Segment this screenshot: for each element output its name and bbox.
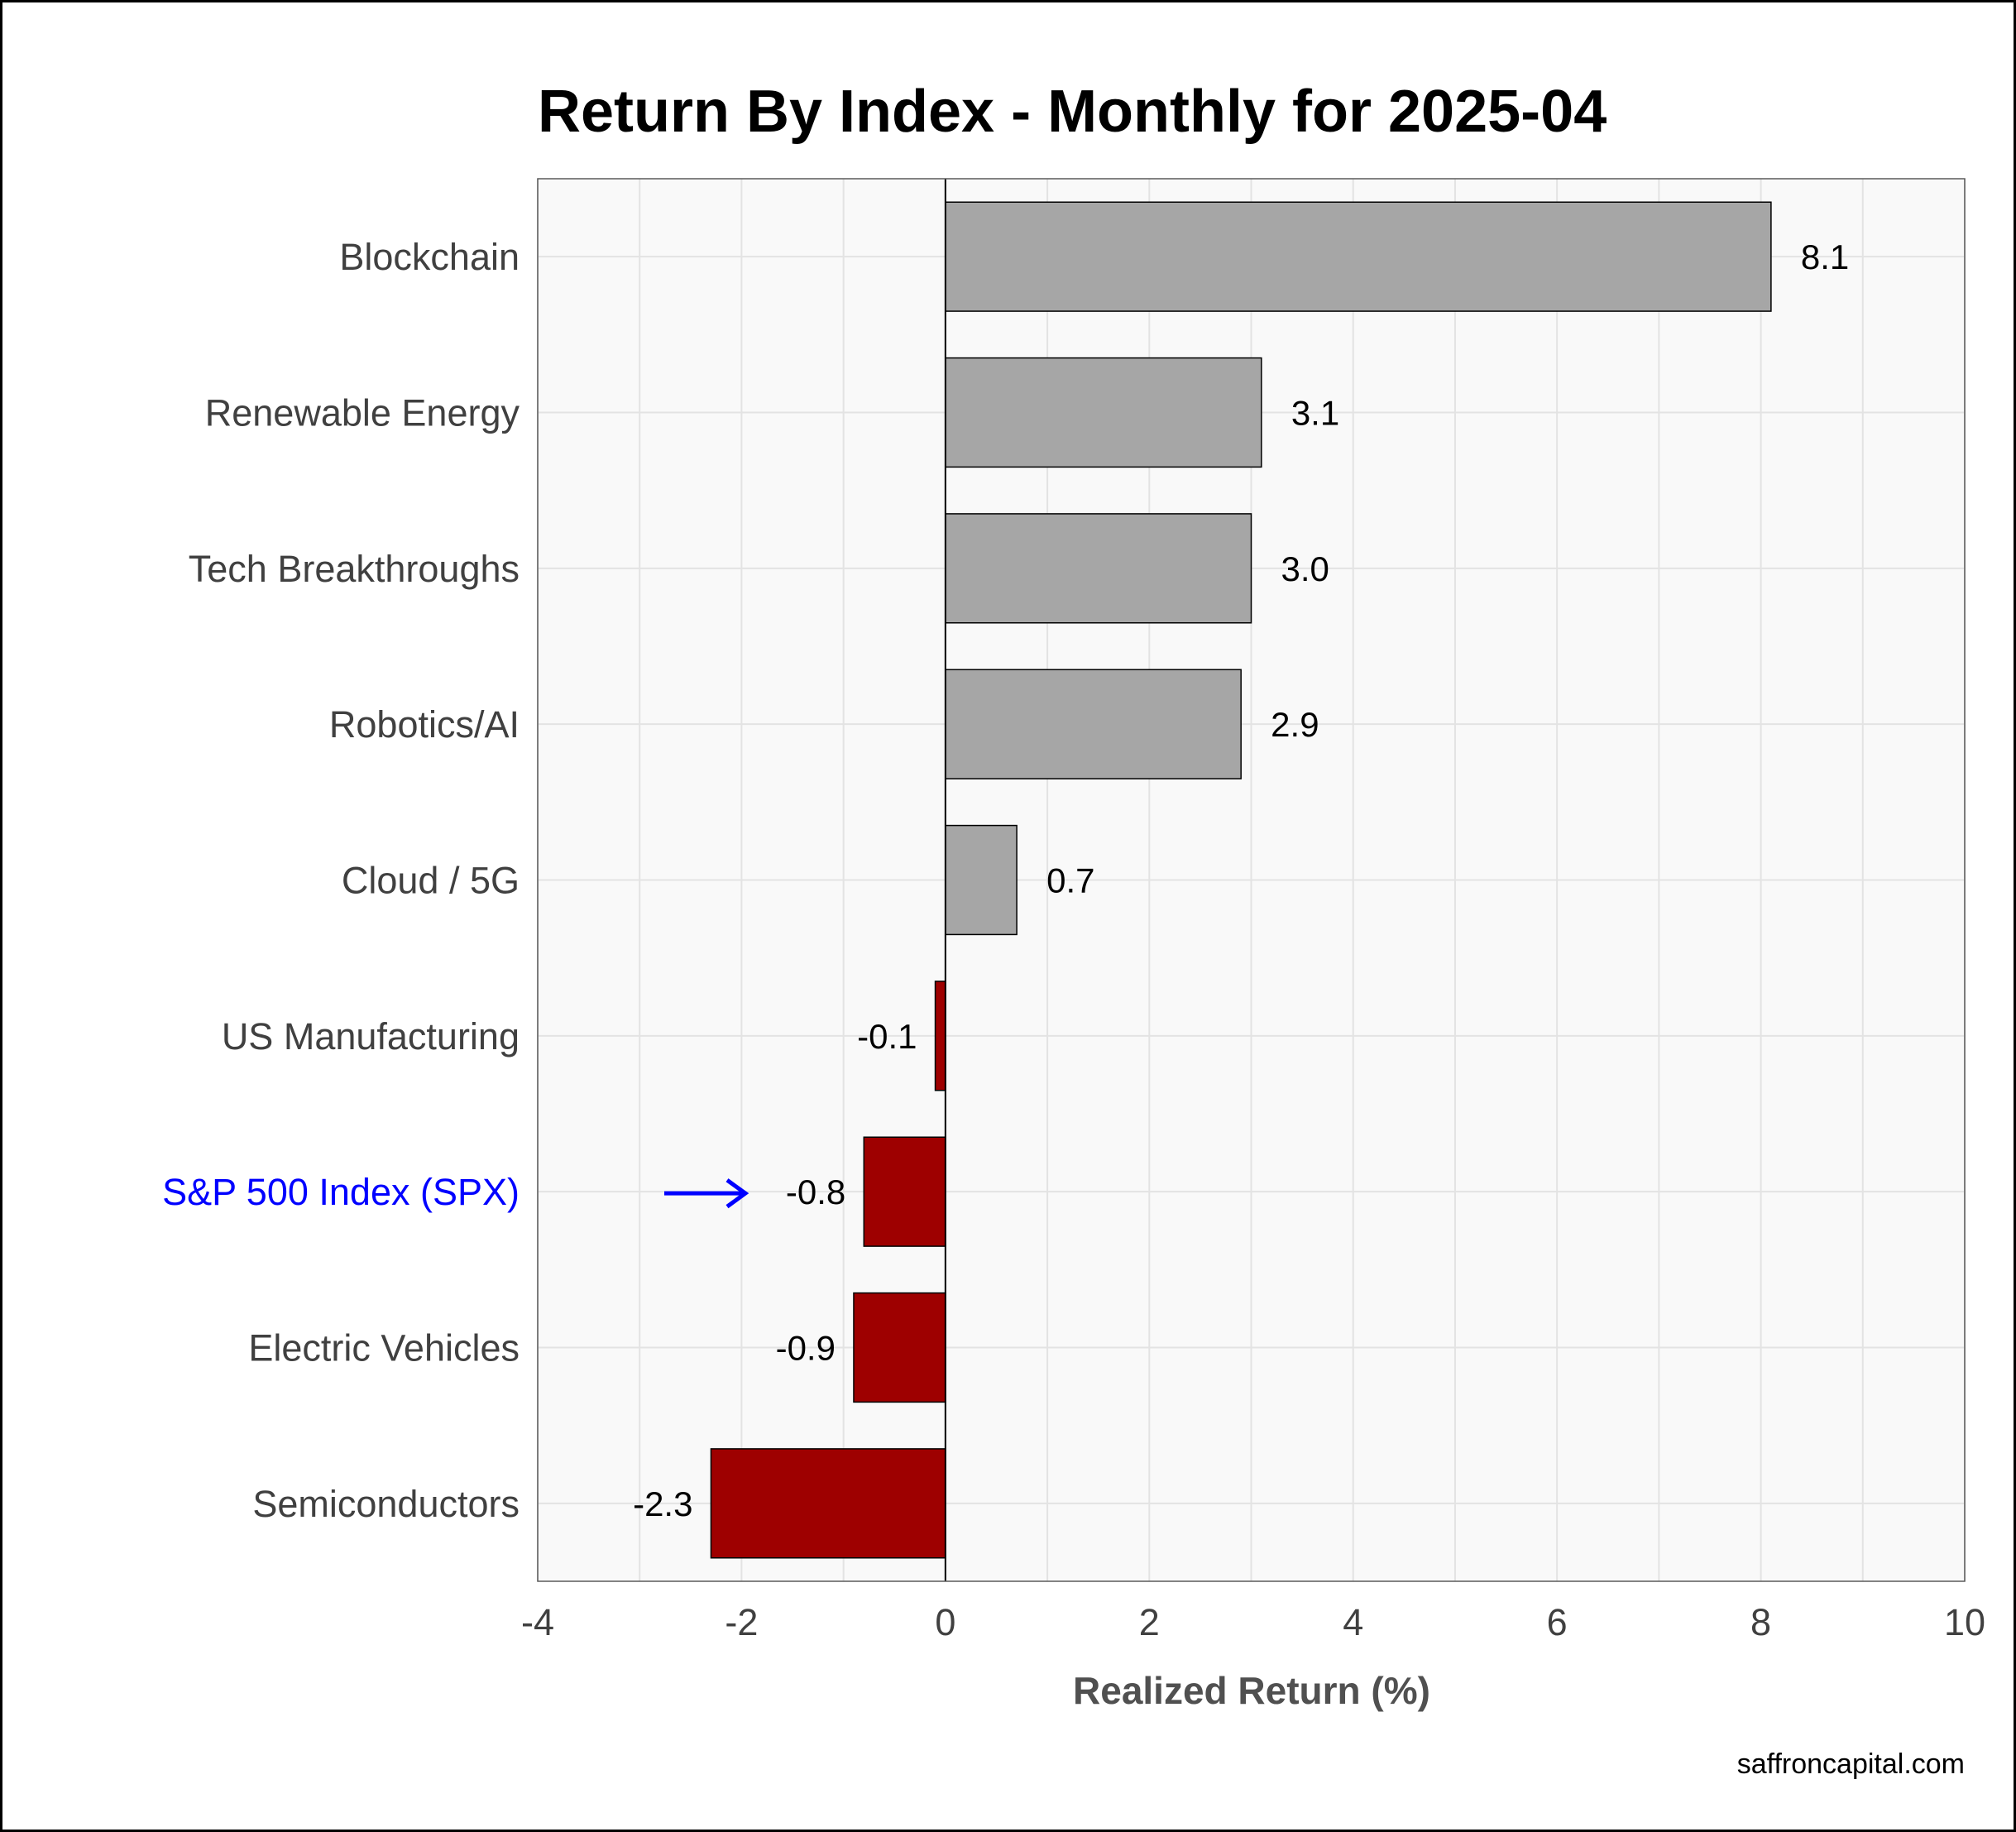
category-label-electric-vehicles: Electric Vehicles [248,1327,520,1369]
bar-electric-vehicles [853,1292,946,1403]
category-label-s-p-500-index-spx: S&P 500 Index (SPX) [162,1171,520,1213]
category-label-blockchain: Blockchain [339,236,520,278]
value-label-us-manufacturing: -0.1 [857,1017,917,1056]
value-label-renewable-energy: 3.1 [1291,394,1339,433]
category-label-tech-breakthroughs: Tech Breakthroughs [189,548,520,590]
bar-us-manufacturing [934,981,946,1091]
source-caption: saffroncapital.com [1737,1748,1965,1780]
chart-title: Return By Index - Monthly for 2025-04 [538,79,1607,145]
x-tick-label: -2 [725,1601,758,1643]
value-label-semiconductors: -2.3 [633,1484,692,1523]
bar-tech-breakthroughs [945,513,1252,624]
value-label-electric-vehicles: -0.9 [776,1329,836,1368]
bars [710,201,1772,1559]
category-labels: Blockchain Renewable Energy Tech Breakthro… [162,236,520,1525]
x-tick-label: 6 [1547,1601,1568,1643]
value-label-tech-breakthroughs: 3.0 [1281,549,1329,588]
value-label-cloud-5g: 0.7 [1046,861,1094,900]
x-tick-label: 2 [1139,1601,1160,1643]
value-label-robotics-ai: 2.9 [1271,705,1319,744]
bar-blockchain [945,201,1772,312]
x-axis-title: Realized Return (%) [1073,1669,1430,1712]
x-tick-label: 8 [1750,1601,1771,1643]
bar-robotics-ai [945,669,1242,779]
value-label-s-p-500-index-spx: -0.8 [786,1173,845,1211]
category-label-cloud-5g: Cloud / 5G [342,860,520,902]
x-tick-label: 4 [1343,1601,1363,1643]
category-label-us-manufacturing: US Manufacturing [222,1015,520,1057]
value-label-blockchain: 8.1 [1801,237,1849,276]
category-label-robotics-ai: Robotics/AI [329,703,520,746]
category-label-semiconductors: Semiconductors [252,1483,520,1525]
plot-border [537,178,1966,1582]
category-label-renewable-energy: Renewable Energy [205,392,520,434]
bar-cloud-5g [945,824,1018,936]
x-tick-label: 10 [1944,1601,1985,1643]
value-labels: 8.1 3.1 3.0 2.9 0.7 -0.1 -0.8 -0.9 -2.3 [633,237,1849,1523]
x-tick-labels: -4 -2 0 2 4 6 8 10 [521,1601,1985,1643]
x-tick-label: 0 [935,1601,955,1643]
arrow-head [725,1178,749,1209]
x-tick-label: -4 [521,1601,554,1643]
bar-renewable-energy [945,357,1262,468]
bar-s-p-500-index-spx [863,1136,946,1247]
bar-semiconductors [710,1448,946,1559]
highlight-arrow [664,1178,749,1209]
